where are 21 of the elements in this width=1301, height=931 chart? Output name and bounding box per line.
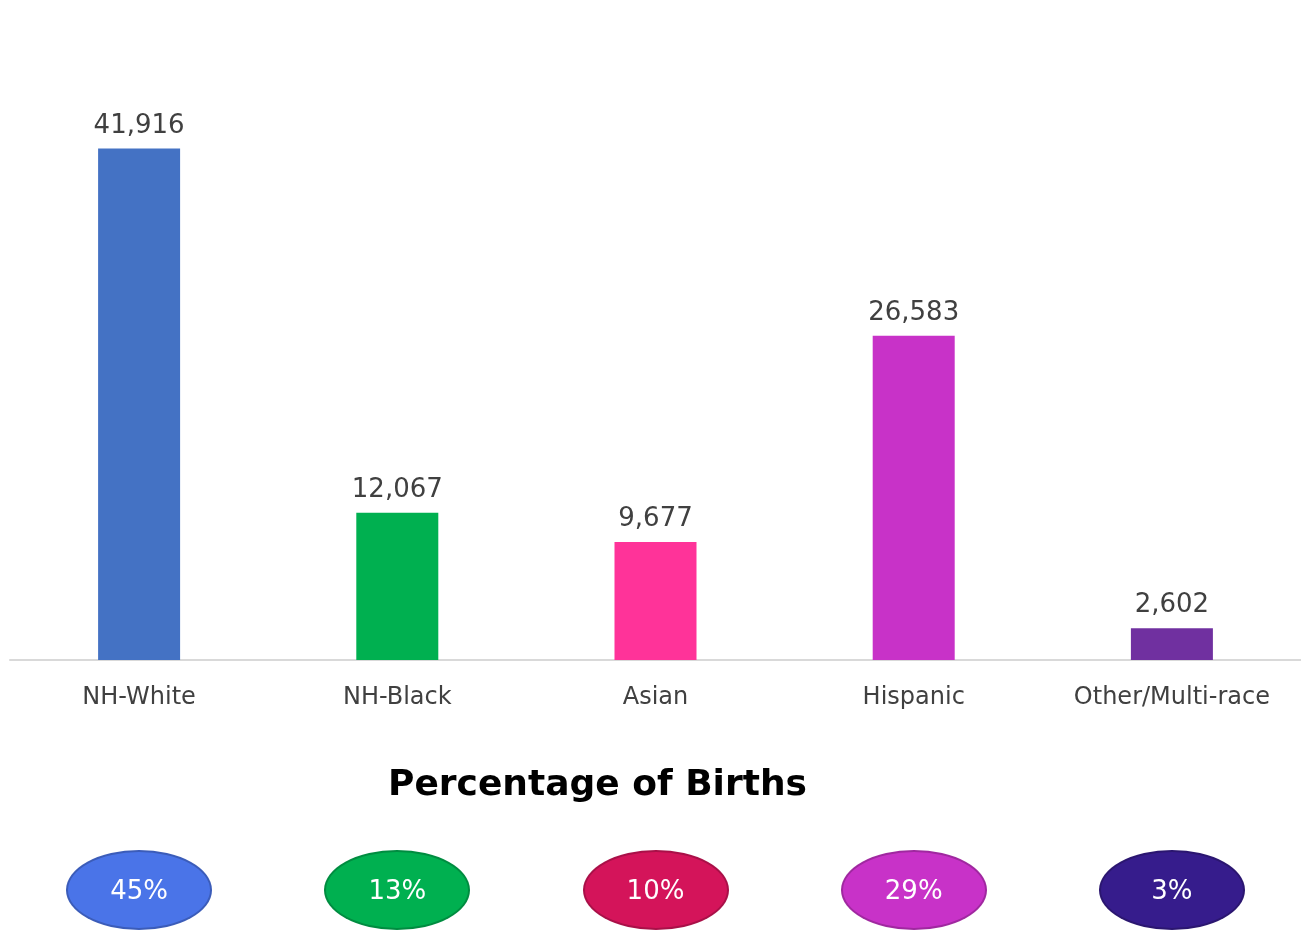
bar: [98, 148, 181, 660]
data-label: 26,583: [868, 295, 960, 326]
oval-badge: 10%: [582, 850, 729, 930]
data-label: 9,677: [618, 501, 693, 532]
bar: [1130, 628, 1213, 660]
text: Percentage of Births: [387, 762, 808, 803]
bar: [614, 541, 697, 660]
data-label: 12,067: [351, 472, 443, 503]
x-tick-label: Asian: [622, 682, 689, 710]
x-tick-label: NH-Black: [342, 682, 452, 710]
data-label: 2,602: [1134, 588, 1210, 619]
bar: [872, 335, 955, 660]
x-tick-label: Hispanic: [862, 682, 965, 710]
oval-badge: 13%: [324, 850, 471, 930]
x-tick-label: NH-White: [82, 682, 196, 710]
oval-badge: 45%: [66, 850, 213, 930]
data-label: 41,916: [93, 108, 185, 139]
oval-badge: 29%: [840, 850, 987, 930]
x-tick-label: Other/Multi-race: [1073, 682, 1270, 710]
bar: [356, 512, 439, 660]
oval-badge: 3%: [1098, 850, 1245, 930]
